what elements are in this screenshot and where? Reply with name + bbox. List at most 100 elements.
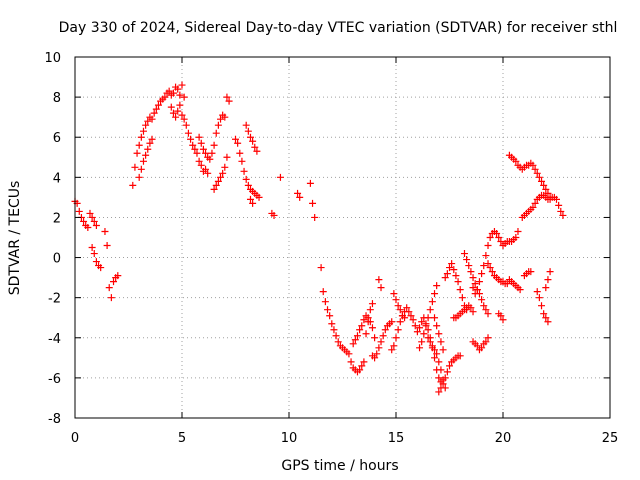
data-point	[193, 149, 201, 157]
data-point	[296, 193, 304, 201]
data-point	[437, 366, 445, 374]
series-arc28	[416, 282, 441, 352]
series-arc7	[167, 101, 212, 177]
data-point	[428, 298, 436, 306]
data-point	[107, 294, 115, 302]
chart-title: Day 330 of 2024, Sidereal Day-to-day VTE…	[59, 20, 618, 36]
data-point	[223, 93, 231, 101]
series-arc40	[505, 276, 524, 294]
data-point	[328, 320, 336, 328]
data-point	[225, 97, 233, 105]
data-point	[484, 242, 492, 250]
series-arc1	[71, 197, 100, 231]
data-point	[114, 272, 122, 280]
data-point	[540, 181, 548, 189]
data-point	[86, 209, 94, 217]
grid-layer	[75, 57, 610, 418]
data-point	[418, 318, 426, 326]
data-point	[431, 354, 439, 362]
series-arc44	[533, 288, 552, 326]
data-point	[529, 203, 537, 211]
data-point	[364, 318, 372, 326]
y-tick-label: 6	[53, 131, 61, 146]
y-tick-label: 8	[53, 91, 61, 106]
series-arc34	[460, 250, 492, 318]
series-arc12	[242, 121, 261, 155]
data-point	[540, 310, 548, 318]
series-arc38	[495, 310, 507, 324]
data-point	[495, 234, 503, 241]
data-point	[512, 234, 520, 241]
data-point	[559, 211, 567, 219]
data-point	[217, 173, 225, 181]
series-arc41	[505, 151, 554, 201]
data-point	[381, 326, 389, 334]
data-point	[426, 338, 434, 346]
data-point	[189, 141, 197, 149]
data-point	[178, 111, 186, 119]
data-point	[182, 121, 190, 129]
x-tick-label: 10	[281, 431, 298, 446]
data-point	[471, 280, 479, 288]
data-point	[443, 368, 451, 376]
data-point	[142, 151, 150, 159]
series-arc14	[246, 195, 257, 207]
data-point	[405, 308, 413, 316]
data-point	[180, 115, 188, 123]
data-point	[538, 177, 546, 185]
data-point	[184, 129, 192, 137]
data-point	[214, 121, 222, 129]
data-point	[431, 290, 439, 298]
series-arc39	[501, 227, 522, 248]
data-point	[422, 322, 430, 330]
data-point	[388, 318, 396, 326]
data-point	[377, 338, 385, 346]
x-tick-label: 20	[495, 431, 512, 446]
data-point	[411, 322, 419, 330]
data-point	[437, 384, 445, 392]
data-point	[538, 302, 546, 310]
data-point	[349, 340, 357, 348]
data-point	[454, 278, 462, 286]
data-point	[150, 109, 158, 117]
data-point	[497, 312, 505, 320]
series-arc13	[244, 181, 263, 201]
data-point	[334, 338, 342, 346]
data-point	[362, 330, 370, 338]
series-arc33	[450, 302, 477, 322]
data-point	[431, 346, 439, 354]
data-point	[88, 213, 96, 221]
data-points-layer	[71, 81, 567, 396]
series-arc31	[435, 352, 464, 396]
data-point	[488, 268, 496, 276]
data-point	[424, 334, 432, 342]
data-point	[527, 268, 535, 276]
data-point	[431, 314, 439, 322]
data-point	[480, 302, 488, 310]
data-point	[174, 85, 182, 93]
data-point	[416, 344, 424, 352]
y-tick-label: 2	[53, 211, 61, 226]
data-point	[424, 326, 432, 334]
data-point	[416, 324, 424, 332]
data-point	[452, 272, 460, 280]
x-tick-label: 25	[602, 431, 619, 446]
series-arc15	[268, 209, 278, 219]
x-axis-label: GPS time / hours	[281, 458, 398, 474]
data-point	[347, 358, 355, 366]
data-point	[467, 268, 475, 276]
data-point	[375, 344, 383, 352]
data-point	[392, 296, 400, 304]
data-point	[161, 93, 169, 101]
data-point	[84, 223, 92, 231]
data-point	[394, 326, 402, 334]
y-tick-label: 0	[53, 252, 61, 267]
data-point	[137, 165, 145, 173]
data-point	[221, 163, 229, 171]
data-point	[368, 300, 376, 308]
data-point	[401, 314, 409, 322]
data-point	[110, 278, 118, 286]
data-point	[251, 143, 259, 151]
data-point	[146, 139, 154, 147]
data-point	[244, 181, 252, 189]
